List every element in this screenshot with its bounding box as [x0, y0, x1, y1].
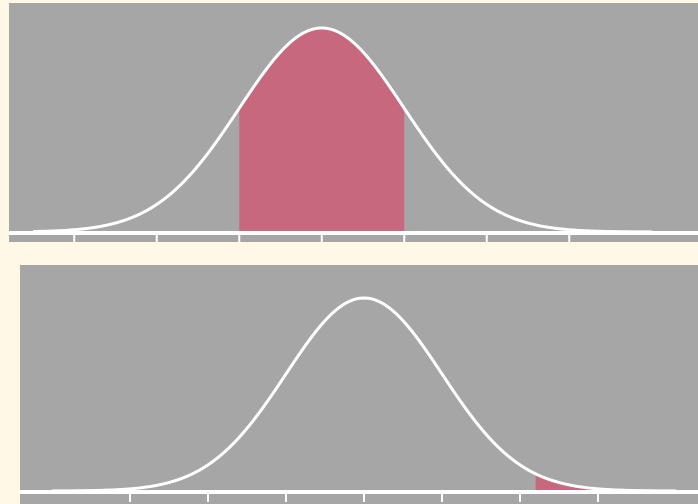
shaded-region-0 [239, 28, 405, 232]
shaded-region-0 [535, 473, 598, 491]
normal-curve-chart-bottom [20, 296, 698, 502]
normal-curve-line [51, 296, 677, 493]
chart-panel-bottom [20, 265, 698, 504]
chart-panel-top [9, 3, 698, 242]
normal-curve-chart-top [9, 26, 698, 242]
normal-curve-line [32, 26, 652, 234]
